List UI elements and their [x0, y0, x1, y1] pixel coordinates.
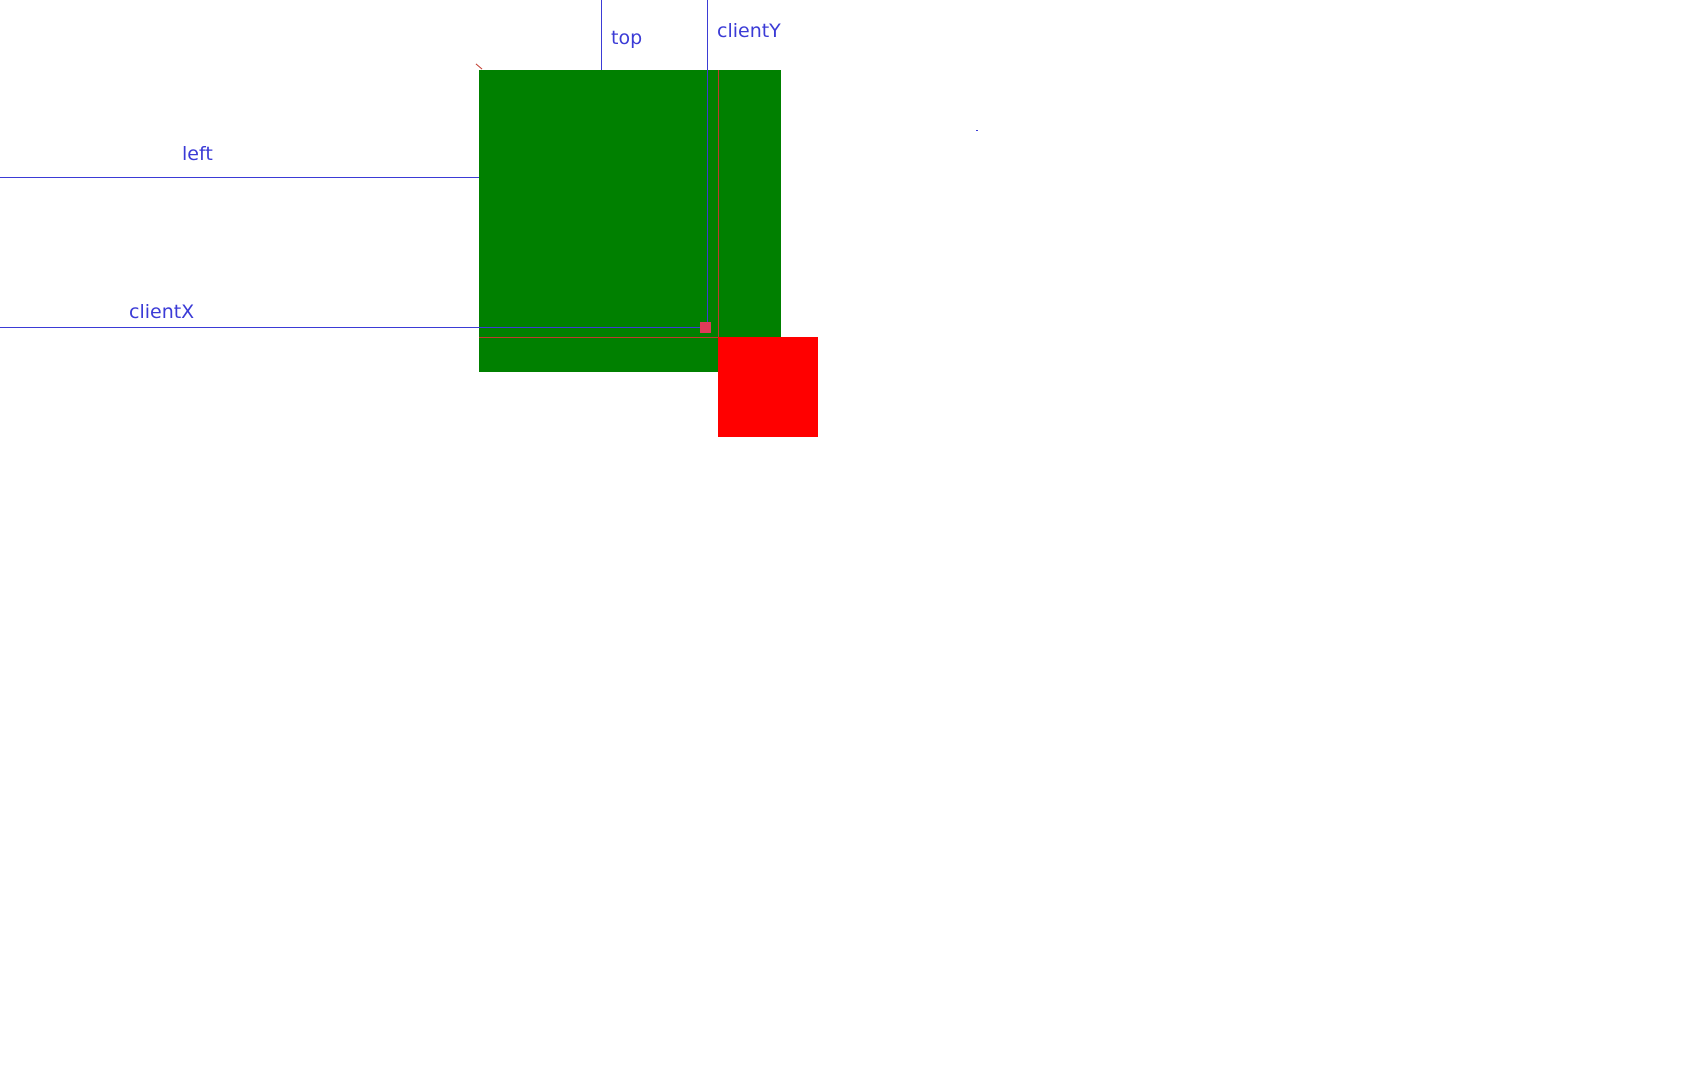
offset-guide-horizontal	[479, 337, 718, 338]
stray-dot	[976, 130, 978, 131]
clienty-measure-line	[707, 0, 708, 327]
origin-tick	[475, 63, 483, 70]
clientx-measure-line	[0, 327, 700, 328]
top-measure-line	[601, 0, 602, 70]
top-label: top	[611, 27, 643, 49]
clienty-label: clientY	[717, 20, 781, 42]
clientx-label: clientX	[129, 301, 195, 323]
dragged-box[interactable]	[718, 337, 818, 437]
offset-guide-vertical	[718, 70, 719, 337]
cursor-point-marker	[700, 322, 711, 333]
container-box	[479, 70, 781, 372]
left-label: left	[182, 143, 213, 165]
left-measure-line	[0, 177, 479, 178]
